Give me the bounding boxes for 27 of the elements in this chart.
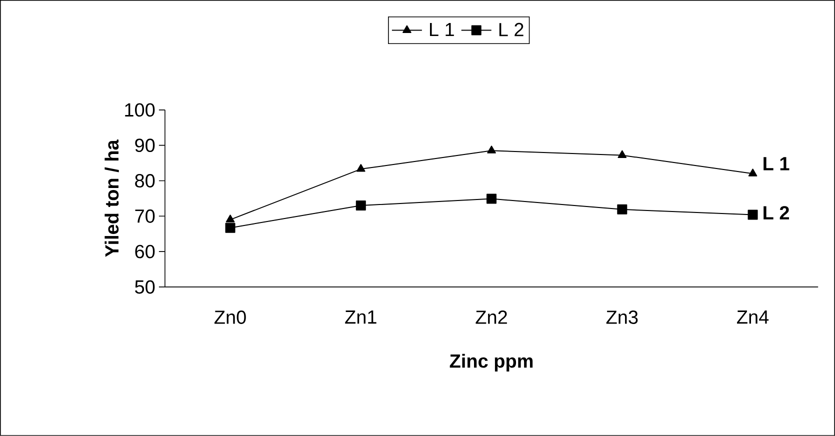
- point: [226, 214, 235, 222]
- point: [748, 168, 758, 176]
- point: [487, 146, 496, 154]
- point: [356, 164, 366, 172]
- legend-label: L 1: [430, 23, 454, 36]
- y-tick-label: 100: [125, 103, 155, 117]
- y-axis-title: Yiled ton / ha: [104, 140, 119, 257]
- point: [356, 200, 366, 211]
- x-axis-title: Zinc ppm: [450, 354, 533, 372]
- legend-label: L 2: [499, 22, 524, 36]
- x-tick-label: Zn1: [345, 310, 376, 324]
- point: [486, 194, 497, 204]
- y-tick-label: 80: [135, 174, 155, 188]
- point: [225, 222, 236, 233]
- y-tick-label: 60: [135, 244, 155, 258]
- point: [748, 210, 758, 220]
- text: L 2: [764, 206, 789, 220]
- x-tick-label: Zn2: [476, 310, 507, 324]
- y-tick-label: 90: [135, 138, 155, 152]
- x-tick-label: Zn3: [606, 310, 638, 324]
- y-tick-label: 70: [135, 209, 155, 223]
- point: [617, 204, 628, 214]
- x-tick-label: Zn4: [737, 310, 769, 324]
- y-tick-label: 50: [135, 280, 155, 294]
- point: [618, 150, 627, 158]
- x-tick-label: Zn0: [214, 310, 246, 324]
- text: L 1: [764, 157, 790, 170]
